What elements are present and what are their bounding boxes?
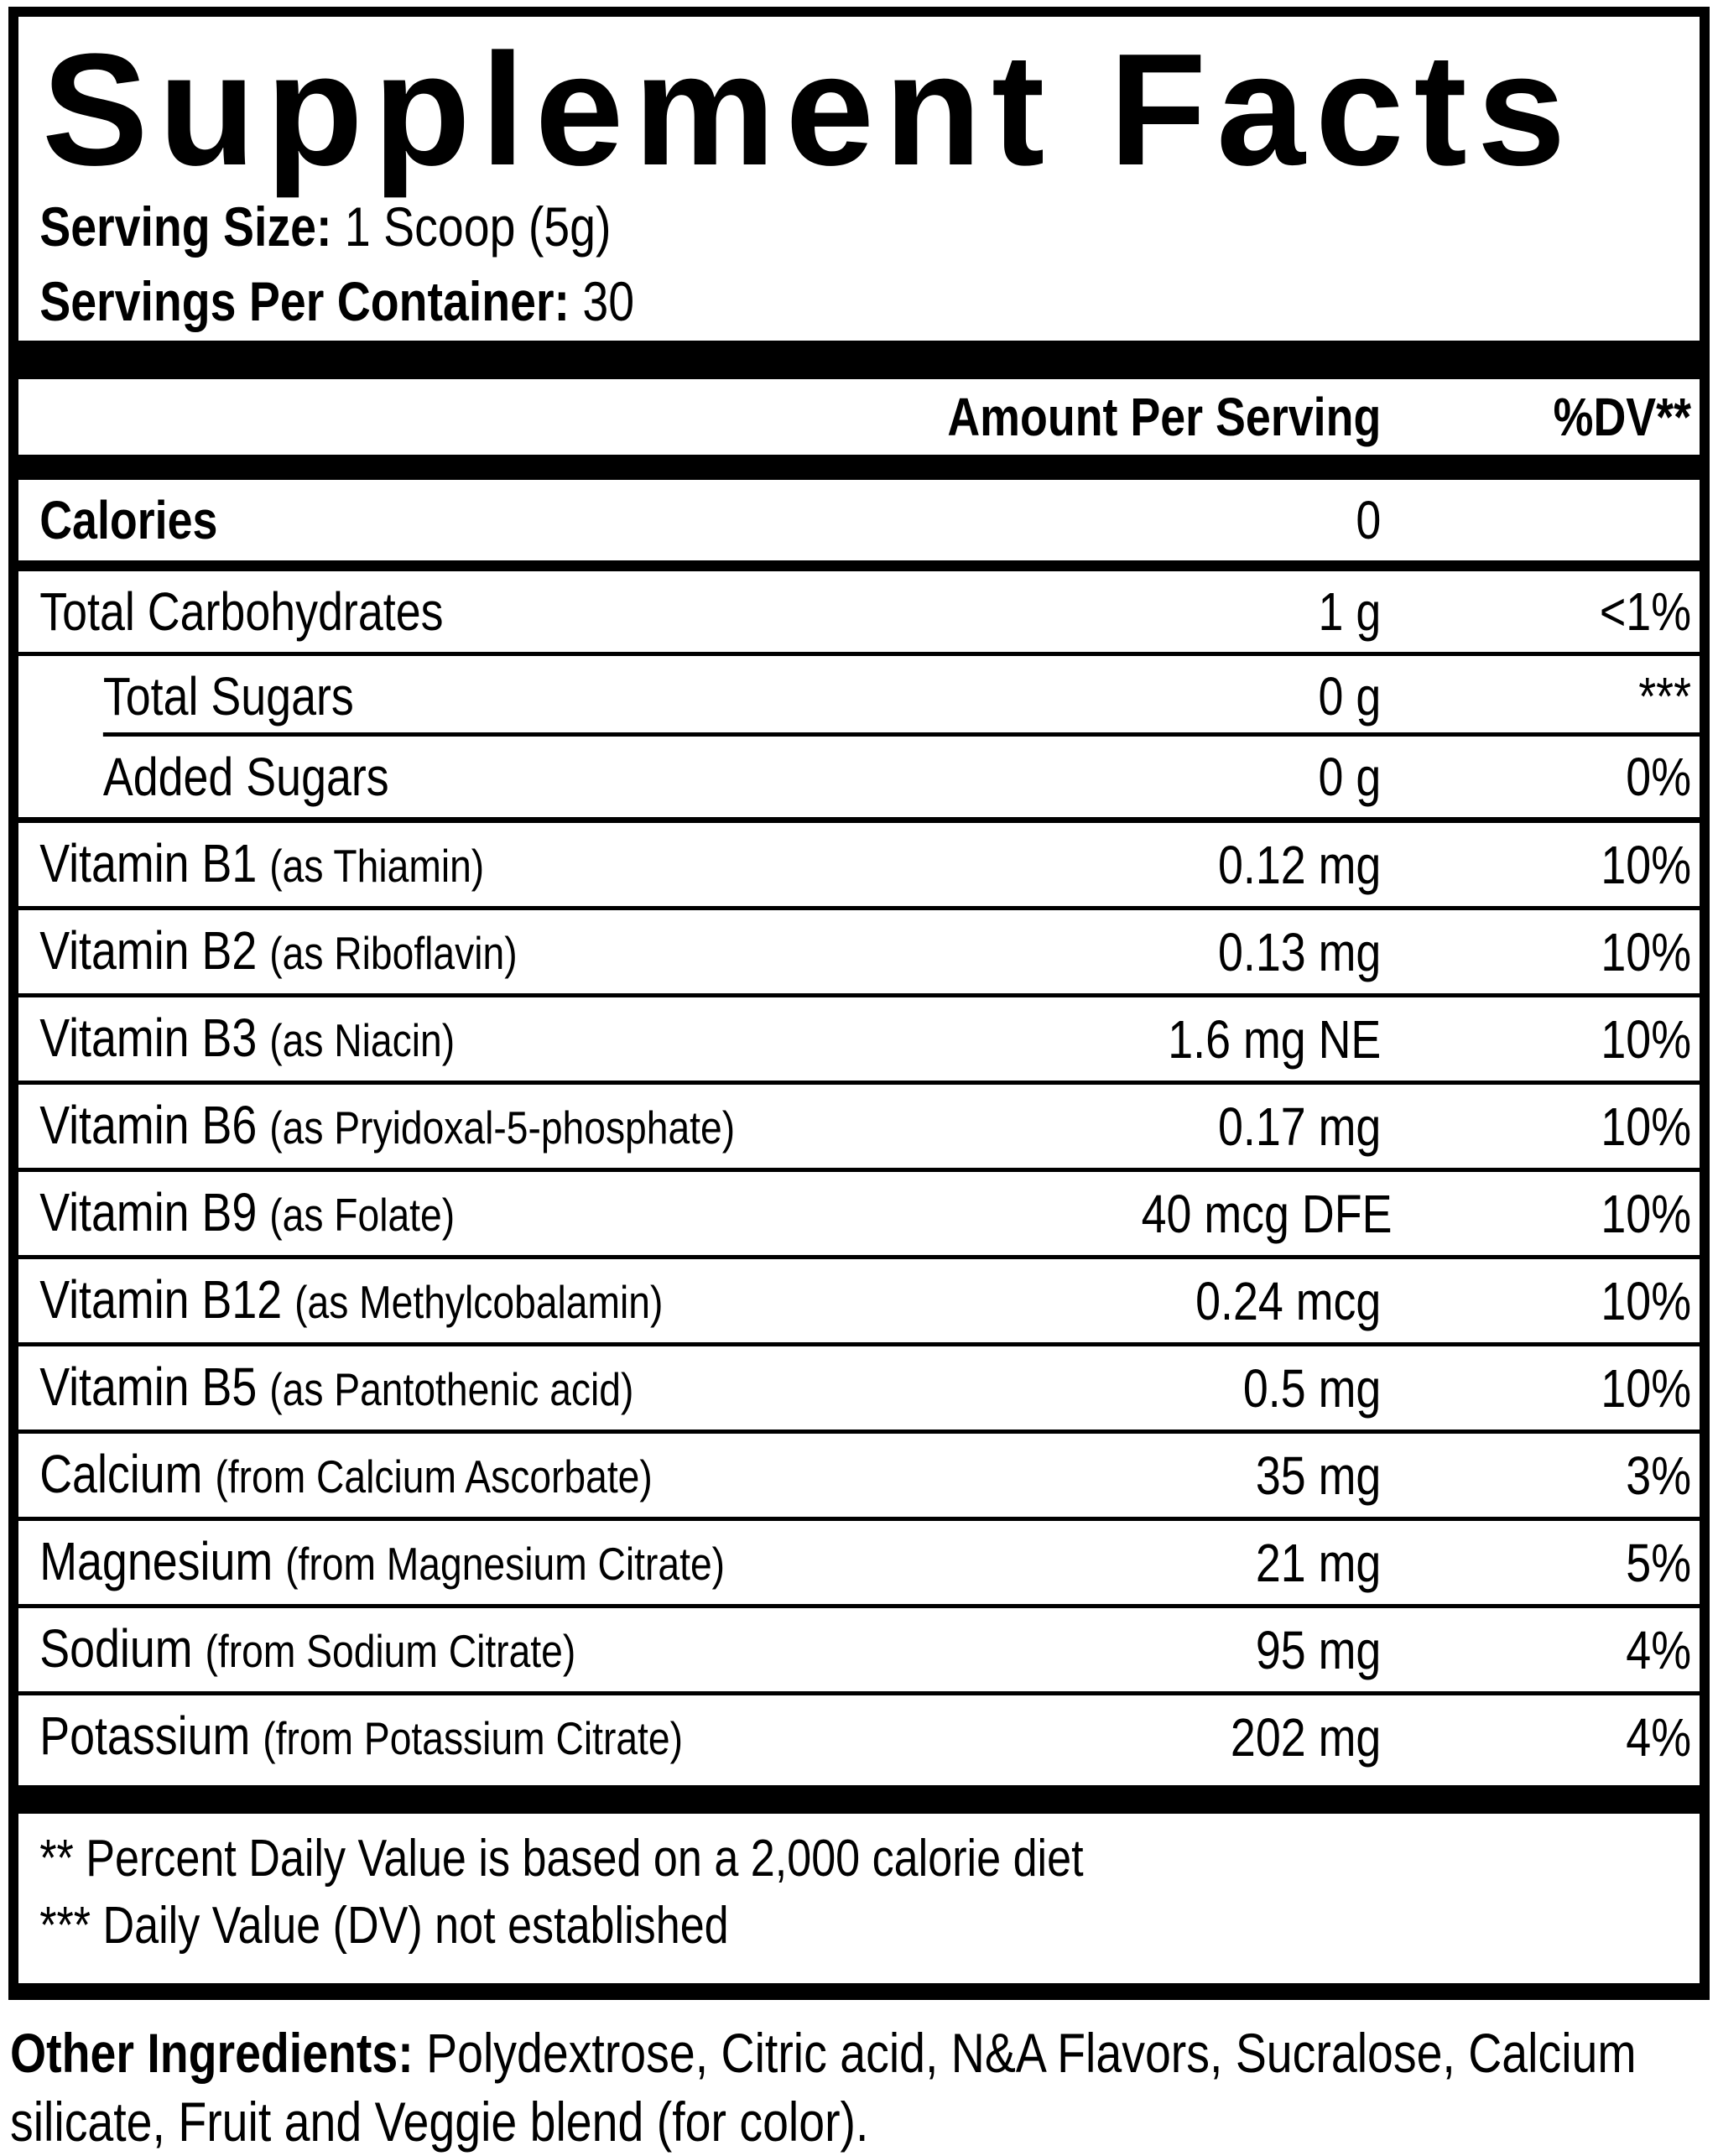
- separator-bar-top: [18, 341, 1700, 380]
- separator-bar-header: [18, 455, 1700, 481]
- panel-body: Serving Size: 1 Scoop (5g) Servings Per …: [18, 190, 1700, 1960]
- nutrient-dv: 5%: [1626, 1532, 1692, 1593]
- nutrient-name: Sodium: [39, 1618, 193, 1679]
- nutrient-name: Vitamin B12: [39, 1269, 283, 1331]
- nutrient-dv: 3%: [1626, 1445, 1692, 1506]
- nutrient-dv: 10%: [1601, 1357, 1692, 1419]
- nutrient-amount: 0.12 mg: [1217, 834, 1382, 895]
- nutrient-name: Vitamin B9: [39, 1182, 258, 1243]
- nutrient-dv: 4%: [1626, 1706, 1692, 1768]
- nutrient-amount: 40 mcg DFE: [1141, 1183, 1393, 1244]
- nutrient-dv: 4%: [1626, 1619, 1692, 1680]
- nutrient-row: Total Carbohydrates 1 g <1%: [18, 571, 1700, 657]
- nutrient-name: Vitamin B2: [39, 920, 258, 982]
- nutrient-name: Added Sugars: [102, 747, 389, 808]
- nutrient-row: Magnesium (from Magnesium Citrate) 21 mg…: [18, 1521, 1700, 1609]
- footnote-dv-not-established: *** Daily Value (DV) not established: [39, 1897, 729, 1956]
- nutrient-name: Calcium: [39, 1444, 203, 1505]
- nutrient-name: Magnesium: [39, 1531, 273, 1592]
- nutrient-amount: 0.17 mg: [1217, 1096, 1382, 1157]
- nutrient-detail: (as Pantothenic acid): [269, 1363, 634, 1416]
- serving-size-line: Serving Size: 1 Scoop (5g): [39, 190, 1700, 264]
- nutrient-row: Calories 0: [18, 480, 1700, 572]
- nutrient-dv: 10%: [1601, 1096, 1692, 1157]
- nutrient-row: Potassium (from Potassium Citrate) 202 m…: [18, 1695, 1700, 1778]
- nutrient-amount: 0 g: [1318, 666, 1382, 727]
- nutrient-amount: 35 mg: [1255, 1445, 1382, 1506]
- nutrient-row: Added Sugars 0 g 0%: [18, 737, 1700, 824]
- nutrient-row: Sodium (from Sodium Citrate) 95 mg 4%: [18, 1608, 1700, 1696]
- servings-per-container-label: Servings Per Container:: [39, 270, 570, 333]
- dv-column-header: %DV**: [1553, 387, 1692, 448]
- nutrient-name: Total Carbohydrates: [39, 581, 444, 643]
- footnotes: ** Percent Daily Value is based on a 2,0…: [39, 1825, 1700, 1960]
- nutrient-dv: <1%: [1599, 581, 1692, 643]
- servings-per-container-value: 30: [582, 270, 635, 333]
- nutrient-name: Vitamin B5: [39, 1357, 258, 1418]
- other-ingredients-text: Polydextrose, Citric acid, N&A Flavors, …: [10, 2022, 1637, 2153]
- nutrient-row: Vitamin B2 (as Riboflavin) 0.13 mg 10%: [18, 910, 1700, 998]
- nutrient-detail: (as Methylcobalamin): [294, 1276, 664, 1329]
- nutrient-amount: 0.13 mg: [1217, 921, 1382, 982]
- supplement-facts-panel: Supplement Facts Serving Size: 1 Scoop (…: [8, 7, 1710, 2001]
- nutrient-detail: (from Magnesium Citrate): [285, 1538, 726, 1591]
- nutrient-dv: 10%: [1601, 1270, 1692, 1331]
- panel-title: Supplement Facts: [42, 21, 1576, 199]
- nutrient-row: Calcium (from Calcium Ascorbate) 35 mg 3…: [18, 1434, 1700, 1522]
- nutrient-detail: (as Pryidoxal-5-phosphate): [269, 1101, 736, 1154]
- other-ingredients-section: Other Ingredients: Polydextrose, Citric …: [10, 2018, 1708, 2156]
- nutrient-name: Vitamin B1: [39, 833, 258, 894]
- nutrient-detail: (as Riboflavin): [269, 927, 518, 980]
- nutrient-amount: 95 mg: [1255, 1619, 1382, 1680]
- nutrient-amount: 1 g: [1318, 581, 1382, 643]
- amount-column-header: Amount Per Serving: [947, 387, 1382, 448]
- nutrient-amount: 21 mg: [1255, 1532, 1382, 1593]
- nutrient-name: Potassium: [39, 1706, 251, 1767]
- nutrient-detail: (as Thiamin): [269, 840, 485, 893]
- serving-size-label: Serving Size:: [39, 195, 332, 258]
- nutrient-name: Total Sugars: [102, 666, 354, 727]
- nutrient-row: Vitamin B9 (as Folate) 40 mcg DFE 10%: [18, 1172, 1700, 1260]
- nutrient-dv: 0%: [1626, 747, 1692, 808]
- nutrient-dv: 10%: [1601, 1183, 1692, 1244]
- nutrient-amount: 1.6 mg NE: [1168, 1008, 1382, 1070]
- nutrient-amount: 0 g: [1318, 747, 1382, 808]
- nutrient-name: Calories: [39, 490, 218, 551]
- nutrient-amount: 0.24 mcg: [1195, 1270, 1382, 1331]
- nutrient-row: Vitamin B5 (as Pantothenic acid) 0.5 mg …: [18, 1346, 1700, 1435]
- nutrient-amount: 0.5 mg: [1242, 1357, 1382, 1419]
- nutrient-dv: 10%: [1601, 834, 1692, 895]
- nutrient-row: Vitamin B6 (as Pryidoxal-5-phosphate) 0.…: [18, 1085, 1700, 1173]
- nutrient-detail: (from Sodium Citrate): [205, 1625, 576, 1678]
- nutrient-dv: ***: [1638, 666, 1692, 727]
- nutrient-row: Total Sugars 0 g ***: [18, 656, 1700, 737]
- separator-bar-footnotes: [18, 1785, 1700, 1815]
- nutrient-name: Vitamin B6: [39, 1095, 258, 1156]
- other-ingredients-label: Other Ingredients:: [10, 2022, 414, 2085]
- nutrient-dv: 10%: [1601, 921, 1692, 982]
- serving-size-value: 1 Scoop (5g): [344, 195, 612, 258]
- nutrient-amount: 202 mg: [1230, 1706, 1382, 1768]
- nutrient-row: Vitamin B1 (as Thiamin) 0.12 mg 10%: [18, 823, 1700, 911]
- nutrient-rows: Calories 0 Total Carbohydrates 1 g <1% T…: [18, 480, 1700, 1778]
- nutrient-name: Vitamin B3: [39, 1008, 258, 1069]
- nutrient-detail: (as Niacin): [269, 1014, 456, 1067]
- nutrient-detail: (as Folate): [269, 1189, 456, 1242]
- nutrient-row: Vitamin B12 (as Methylcobalamin) 0.24 mc…: [18, 1259, 1700, 1347]
- column-header-row: Amount Per Serving %DV**: [18, 379, 1700, 455]
- nutrient-detail: (from Calcium Ascorbate): [215, 1450, 653, 1503]
- footnote-dv-basis: ** Percent Daily Value is based on a 2,0…: [39, 1830, 1084, 1888]
- nutrient-detail: (from Potassium Citrate): [263, 1712, 683, 1765]
- servings-per-container-line: Servings Per Container: 30: [39, 264, 1700, 339]
- nutrient-amount: 0: [1356, 490, 1382, 551]
- nutrient-dv: 10%: [1601, 1008, 1692, 1070]
- nutrient-row: Vitamin B3 (as Niacin) 1.6 mg NE 10%: [18, 997, 1700, 1086]
